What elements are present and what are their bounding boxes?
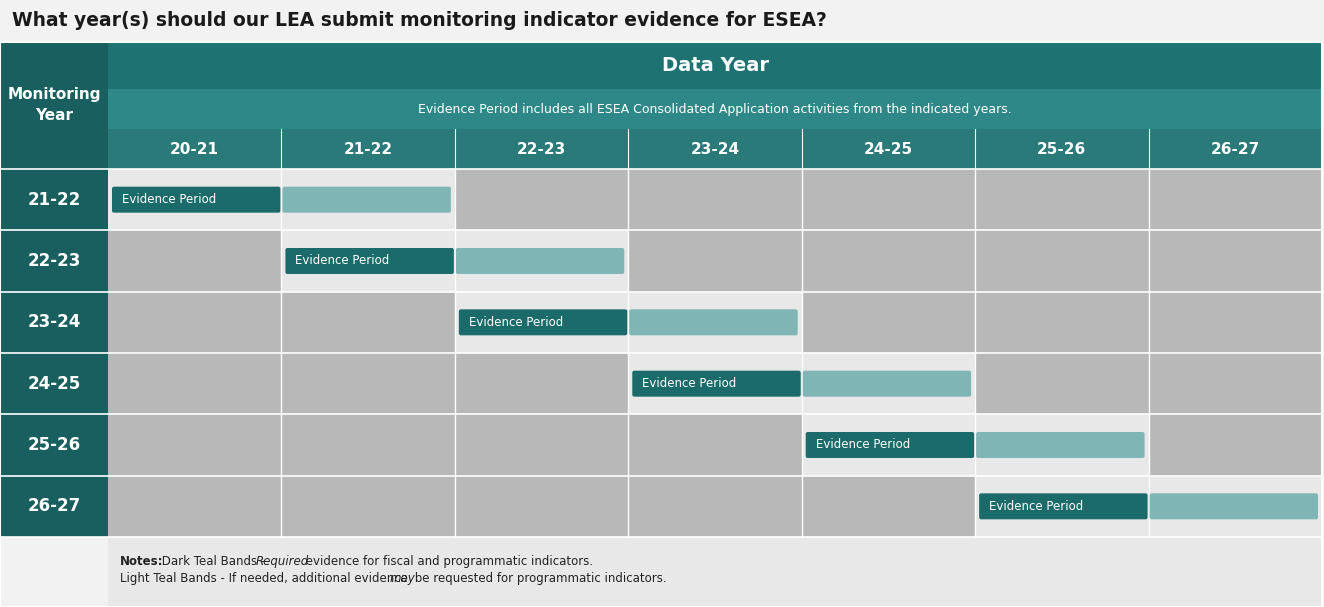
FancyBboxPatch shape (980, 493, 1148, 520)
FancyBboxPatch shape (286, 248, 454, 274)
Text: 23-24: 23-24 (690, 141, 740, 157)
Bar (455, 415, 629, 476)
FancyBboxPatch shape (806, 432, 974, 458)
Bar (1149, 292, 1321, 353)
Text: Evidence Period: Evidence Period (295, 254, 389, 268)
Text: 24-25: 24-25 (28, 375, 81, 393)
Text: Evidence Period: Evidence Period (989, 500, 1083, 513)
Bar (629, 230, 802, 292)
Bar (109, 230, 282, 292)
Bar (976, 415, 1149, 476)
Bar (109, 476, 282, 537)
Text: 21-22: 21-22 (344, 141, 393, 157)
Bar (1149, 230, 1321, 292)
FancyBboxPatch shape (802, 371, 970, 396)
Bar (0, 292, 109, 353)
Text: 21-22: 21-22 (28, 191, 81, 209)
Text: may: may (391, 572, 416, 585)
Bar (282, 169, 455, 230)
Bar (0, 415, 109, 476)
Bar (0, 353, 109, 415)
Text: 26-27: 26-27 (28, 497, 81, 515)
Bar (802, 476, 976, 537)
FancyBboxPatch shape (633, 371, 801, 396)
Bar (0, 169, 109, 230)
Text: Notes:: Notes: (120, 555, 163, 568)
Bar (629, 353, 802, 415)
Bar (109, 292, 282, 353)
Bar (282, 353, 455, 415)
FancyBboxPatch shape (455, 248, 625, 274)
Bar (802, 415, 976, 476)
Bar (109, 415, 282, 476)
Bar (282, 230, 455, 292)
FancyBboxPatch shape (282, 187, 451, 212)
Bar (802, 292, 976, 353)
Bar (109, 169, 282, 230)
Bar (976, 169, 1149, 230)
Bar (109, 537, 1321, 607)
FancyBboxPatch shape (976, 432, 1144, 458)
Bar (0, 230, 109, 292)
Text: Evidence Period: Evidence Period (122, 193, 216, 206)
Bar (455, 353, 629, 415)
Bar (629, 476, 802, 537)
Bar (629, 292, 802, 353)
Bar (802, 230, 976, 292)
Text: Evidence Period: Evidence Period (816, 438, 910, 452)
Bar (1149, 353, 1321, 415)
Bar (109, 353, 282, 415)
Text: Evidence Period: Evidence Period (469, 316, 563, 329)
Text: What year(s) should our LEA submit monitoring indicator evidence for ESEA?: What year(s) should our LEA submit monit… (12, 12, 828, 30)
Bar (282, 292, 455, 353)
Bar (109, 129, 1321, 169)
Bar (976, 292, 1149, 353)
Text: 24-25: 24-25 (863, 141, 914, 157)
FancyBboxPatch shape (459, 310, 628, 335)
Bar (109, 42, 1321, 89)
Bar (455, 292, 629, 353)
Text: Evidence Period: Evidence Period (642, 377, 736, 390)
Bar (0, 476, 109, 537)
Bar (0, 42, 109, 169)
Bar (1149, 169, 1321, 230)
Text: Evidence Period includes all ESEA Consolidated Application activities from the i: Evidence Period includes all ESEA Consol… (418, 103, 1012, 115)
Bar (1149, 476, 1321, 537)
Text: 26-27: 26-27 (1210, 141, 1260, 157)
Bar (629, 169, 802, 230)
Bar (455, 230, 629, 292)
Bar (455, 476, 629, 537)
Bar (282, 415, 455, 476)
Bar (0, 0, 1324, 42)
Text: 20-21: 20-21 (171, 141, 220, 157)
Bar (282, 476, 455, 537)
FancyBboxPatch shape (629, 310, 798, 335)
Bar (802, 353, 976, 415)
Text: Monitoring
Year: Monitoring Year (7, 87, 101, 123)
Text: 22-23: 22-23 (516, 141, 567, 157)
Bar (629, 415, 802, 476)
Text: 25-26: 25-26 (28, 436, 81, 454)
Bar (976, 476, 1149, 537)
Text: Light Teal Bands - If needed, additional evidence: Light Teal Bands - If needed, additional… (120, 572, 412, 585)
FancyBboxPatch shape (113, 187, 281, 212)
Text: Data Year: Data Year (662, 56, 768, 75)
Bar (976, 353, 1149, 415)
Text: Required: Required (256, 555, 310, 568)
FancyBboxPatch shape (1149, 493, 1317, 520)
Text: evidence for fiscal and programmatic indicators.: evidence for fiscal and programmatic ind… (302, 555, 593, 568)
Bar (976, 230, 1149, 292)
Text: be requested for programmatic indicators.: be requested for programmatic indicators… (410, 572, 666, 585)
Text: 23-24: 23-24 (28, 313, 81, 331)
Bar (1149, 415, 1321, 476)
Bar (802, 169, 976, 230)
Bar (109, 89, 1321, 129)
Text: Dark Teal Bands -: Dark Teal Bands - (158, 555, 269, 568)
Text: 22-23: 22-23 (28, 252, 81, 270)
Text: 25-26: 25-26 (1037, 141, 1087, 157)
Bar (455, 169, 629, 230)
